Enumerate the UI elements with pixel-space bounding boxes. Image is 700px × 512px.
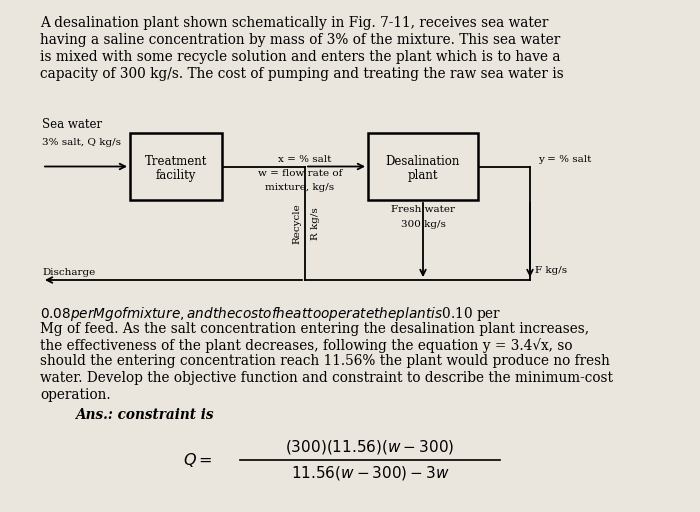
Bar xyxy=(130,133,222,200)
Text: 300 kg/s: 300 kg/s xyxy=(400,220,445,229)
Text: the effectiveness of the plant decreases, following the equation y = 3.4√x, so: the effectiveness of the plant decreases… xyxy=(40,338,573,353)
Bar xyxy=(368,133,478,200)
Text: y = % salt: y = % salt xyxy=(538,155,592,163)
Text: A desalination plant shown schematically in Fig. 7-11, receives sea water: A desalination plant shown schematically… xyxy=(40,16,548,30)
Text: R kg/s: R kg/s xyxy=(311,207,319,240)
Text: should the entering concentration reach 11.56% the plant would produce no fresh: should the entering concentration reach … xyxy=(40,354,610,369)
Text: having a saline concentration by mass of 3% of the mixture. This sea water: having a saline concentration by mass of… xyxy=(40,33,560,47)
Text: is mixed with some recycle solution and enters the plant which is to have a: is mixed with some recycle solution and … xyxy=(40,50,561,64)
Text: mixture, kg/s: mixture, kg/s xyxy=(265,183,335,193)
Text: Treatment: Treatment xyxy=(145,155,207,168)
Text: Recycle: Recycle xyxy=(293,203,302,244)
Text: x = % salt: x = % salt xyxy=(279,155,332,163)
Text: water. Develop the objective function and constraint to describe the minimum-cos: water. Develop the objective function an… xyxy=(40,371,613,385)
Text: Mg of feed. As the salt concentration entering the desalination plant increases,: Mg of feed. As the salt concentration en… xyxy=(40,322,589,335)
Text: w = flow rate of: w = flow rate of xyxy=(258,169,342,179)
Text: Discharge: Discharge xyxy=(42,268,95,277)
Text: Ans.: constraint is: Ans.: constraint is xyxy=(75,408,214,422)
Text: $0.08 per Mg of mixture, and the cost of heat to operate the plant is $0.10 per: $0.08 per Mg of mixture, and the cost of… xyxy=(40,305,501,323)
Text: 3% salt, Q kg/s: 3% salt, Q kg/s xyxy=(42,138,121,147)
Text: Fresh water: Fresh water xyxy=(391,205,455,214)
Text: plant: plant xyxy=(407,169,438,182)
Text: $(300)(11.56)(w - 300)$: $(300)(11.56)(w - 300)$ xyxy=(286,438,455,456)
Text: facility: facility xyxy=(156,169,196,182)
Text: Desalination: Desalination xyxy=(386,155,460,168)
Text: $Q =$: $Q =$ xyxy=(183,451,212,469)
Text: $11.56(w - 300) - 3w$: $11.56(w - 300) - 3w$ xyxy=(290,464,449,482)
Text: capacity of 300 kg/s. The cost of pumping and treating the raw sea water is: capacity of 300 kg/s. The cost of pumpin… xyxy=(40,67,564,81)
Text: F kg/s: F kg/s xyxy=(535,266,567,275)
Text: operation.: operation. xyxy=(40,388,111,401)
Text: Sea water: Sea water xyxy=(42,118,102,131)
